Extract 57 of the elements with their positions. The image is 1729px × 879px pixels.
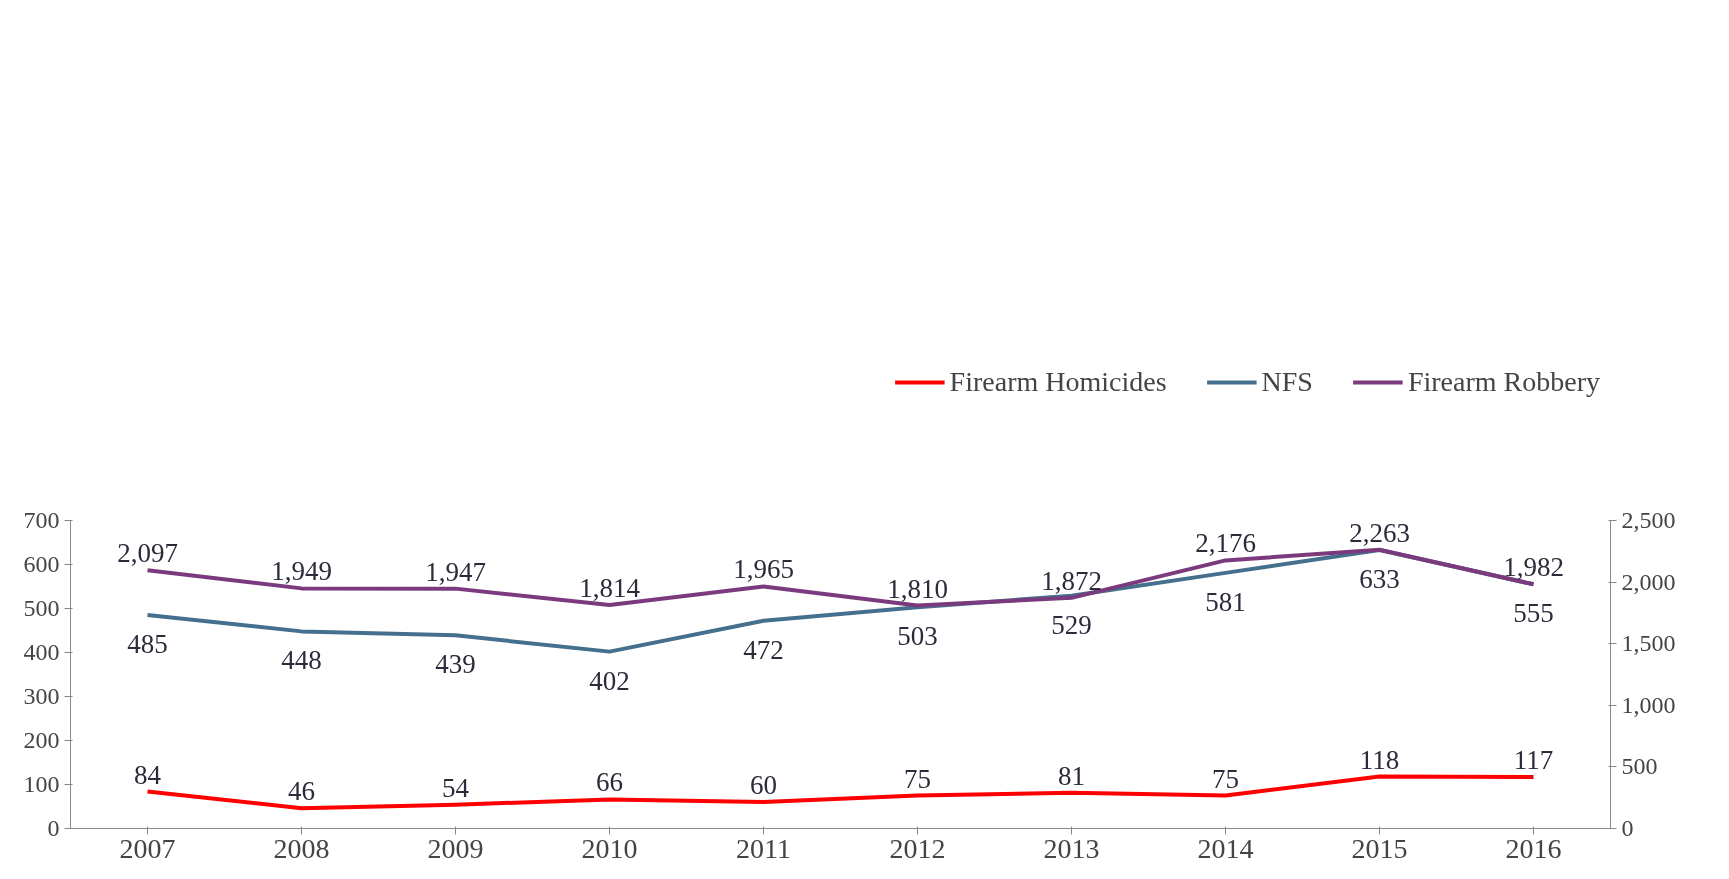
data-label: 81 xyxy=(1058,760,1085,791)
x-tick-label: 2008 xyxy=(273,832,330,864)
data-label: 75 xyxy=(904,763,931,794)
legend-label: NFS xyxy=(1261,366,1313,398)
data-label: 1,982 xyxy=(1503,552,1564,583)
y2-tick-label: 1,000 xyxy=(1621,691,1676,718)
y2-tick-label: 2,000 xyxy=(1621,568,1676,595)
y-tick-label: 500 xyxy=(23,595,60,621)
legend-label: Firearm Homicides xyxy=(949,366,1167,398)
data-label: 66 xyxy=(596,767,623,798)
data-label: 118 xyxy=(1359,744,1400,775)
data-label: 581 xyxy=(1205,586,1246,617)
x-tick-label: 2016 xyxy=(1505,832,1562,864)
data-label: 448 xyxy=(281,645,322,676)
y2-tick-label: 2,500 xyxy=(1621,507,1676,533)
x-tick-label: 2015 xyxy=(1351,832,1408,864)
y-tick-label: 100 xyxy=(23,771,60,797)
x-tick-label: 2011 xyxy=(736,832,791,864)
data-label: 1,810 xyxy=(887,573,948,604)
data-label: 503 xyxy=(897,621,938,652)
legend-label: Firearm Robbery xyxy=(1407,366,1600,398)
x-tick-label: 2010 xyxy=(581,832,638,864)
data-label: 2,097 xyxy=(117,538,178,569)
data-label: 472 xyxy=(743,634,784,665)
data-label: 1,947 xyxy=(425,556,486,587)
data-label: 84 xyxy=(134,759,162,790)
data-label: 1,814 xyxy=(579,573,641,604)
y2-tick-label: 0 xyxy=(1621,815,1634,841)
y-tick-label: 0 xyxy=(47,815,60,841)
x-tick-label: 2012 xyxy=(889,832,946,864)
data-label: 46 xyxy=(288,776,315,807)
x-tick-label: 2007 xyxy=(119,832,176,864)
x-tick-label: 2014 xyxy=(1197,832,1254,864)
data-label: 439 xyxy=(435,649,476,680)
data-label: 117 xyxy=(1513,745,1554,776)
data-label: 1,949 xyxy=(271,556,332,587)
y-tick-label: 300 xyxy=(23,683,60,709)
x-tick-label: 2013 xyxy=(1043,832,1100,864)
y2-tick-label: 500 xyxy=(1621,753,1658,780)
data-label: 529 xyxy=(1051,609,1092,640)
data-label: 555 xyxy=(1513,598,1554,629)
y-tick-label: 200 xyxy=(23,727,60,753)
data-label: 54 xyxy=(442,772,470,803)
y-tick-label: 400 xyxy=(23,639,60,665)
data-label: 485 xyxy=(127,629,168,660)
data-label: 2,263 xyxy=(1349,517,1410,548)
data-label: 75 xyxy=(1212,763,1239,794)
y2-tick-label: 1,500 xyxy=(1621,630,1676,657)
y-tick-label: 600 xyxy=(23,551,60,577)
data-label: 1,965 xyxy=(733,554,794,585)
data-label: 402 xyxy=(589,665,630,696)
y-tick-label: 700 xyxy=(23,507,60,533)
data-label: 2,176 xyxy=(1195,528,1256,559)
data-label: 633 xyxy=(1359,563,1400,594)
data-label: 1,872 xyxy=(1041,565,1102,596)
data-label: 60 xyxy=(750,770,777,801)
x-tick-label: 2009 xyxy=(427,832,484,864)
